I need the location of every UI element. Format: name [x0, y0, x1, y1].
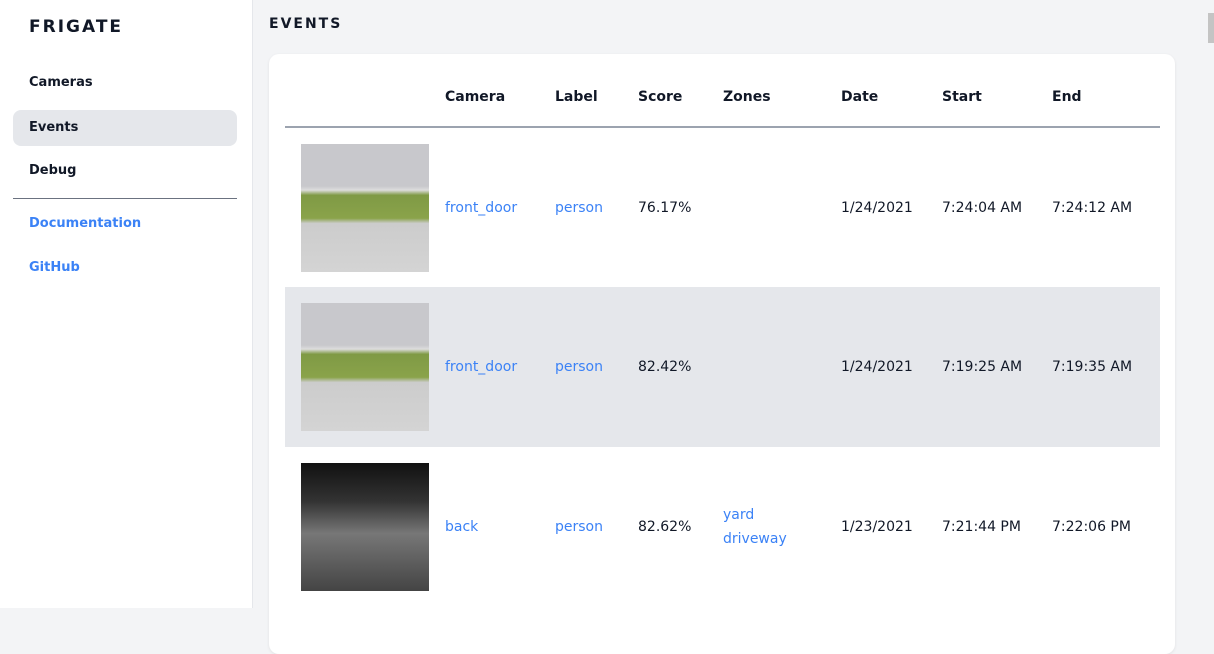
header-start: Start [942, 54, 1052, 128]
header-label: Label [555, 54, 638, 128]
event-thumbnail[interactable] [301, 463, 429, 591]
table-row[interactable]: front_door person 82.42% 1/24/2021 7:19:… [285, 287, 1160, 447]
header-zones: Zones [723, 54, 841, 128]
header-thumbnail [285, 54, 445, 128]
date-cell: 1/23/2021 [841, 519, 913, 535]
link-github[interactable]: GitHub [29, 260, 80, 275]
table-row[interactable]: front_door person 76.17% 1/24/2021 7:24:… [285, 127, 1160, 287]
score-cell: 82.42% [638, 287, 723, 447]
thumbnail-cell [285, 447, 445, 607]
camera-link[interactable]: front_door [445, 359, 518, 375]
end-cell: 7:19:35 AM [1052, 287, 1160, 447]
zones-cell [723, 287, 841, 447]
sidebar-item-debug[interactable]: Debug [29, 163, 77, 178]
camera-cell: front_door [445, 127, 555, 287]
thumbnail-cell [285, 127, 445, 287]
label-cell: person [555, 127, 638, 287]
events-table: Camera Label Score Zones Date Start End … [285, 54, 1160, 607]
event-thumbnail[interactable] [301, 143, 429, 272]
zone-link[interactable]: yard [723, 507, 755, 523]
camera-link[interactable]: front_door [445, 199, 518, 216]
date-cell: 1/24/2021 [841, 287, 942, 447]
page-title: EVENTS [269, 16, 343, 32]
score-cell: 82.62% [638, 519, 692, 535]
zone-link[interactable]: driveway [723, 531, 787, 547]
label-cell: person [555, 287, 638, 447]
brand-logo: FRIGATE [29, 17, 124, 37]
thumbnail-cell [285, 287, 445, 447]
end-cell: 7:24:12 AM [1052, 199, 1133, 216]
table-row[interactable]: back person 82.62% yard driveway 1/23/202… [285, 447, 1160, 607]
sidebar-item-events[interactable]: Events [13, 110, 237, 146]
sidebar-divider [13, 198, 237, 199]
header-score: Score [638, 54, 723, 128]
header-date: Date [841, 54, 942, 128]
camera-cell: back [445, 447, 555, 607]
event-thumbnail[interactable] [301, 303, 429, 431]
zones-cell: yard driveway [723, 447, 841, 607]
sidebar-item-cameras[interactable]: Cameras [29, 75, 93, 90]
link-documentation[interactable]: Documentation [29, 216, 142, 231]
scrollbar[interactable] [1206, 0, 1214, 608]
start-cell: 7:21:44 PM [942, 519, 1021, 535]
score-cell: 76.17% [638, 199, 692, 216]
start-cell: 7:24:04 AM [942, 199, 1023, 216]
sidebar: FRIGATE Cameras Events Debug Documentati… [0, 0, 253, 608]
label-link[interactable]: person [555, 519, 603, 535]
label-cell: person [555, 447, 638, 607]
start-cell: 7:19:25 AM [942, 287, 1052, 447]
label-link[interactable]: person [555, 359, 603, 375]
end-cell: 7:22:06 PM [1052, 519, 1131, 535]
camera-link[interactable]: back [445, 519, 479, 535]
scrollbar-thumb[interactable] [1208, 13, 1214, 43]
label-link[interactable]: person [555, 199, 603, 216]
events-card: Camera Label Score Zones Date Start End … [269, 54, 1175, 654]
date-cell: 1/24/2021 [841, 199, 913, 216]
camera-cell: front_door [445, 287, 555, 447]
header-end: End [1052, 54, 1160, 128]
zones-cell [723, 127, 841, 287]
header-camera: Camera [445, 54, 555, 128]
